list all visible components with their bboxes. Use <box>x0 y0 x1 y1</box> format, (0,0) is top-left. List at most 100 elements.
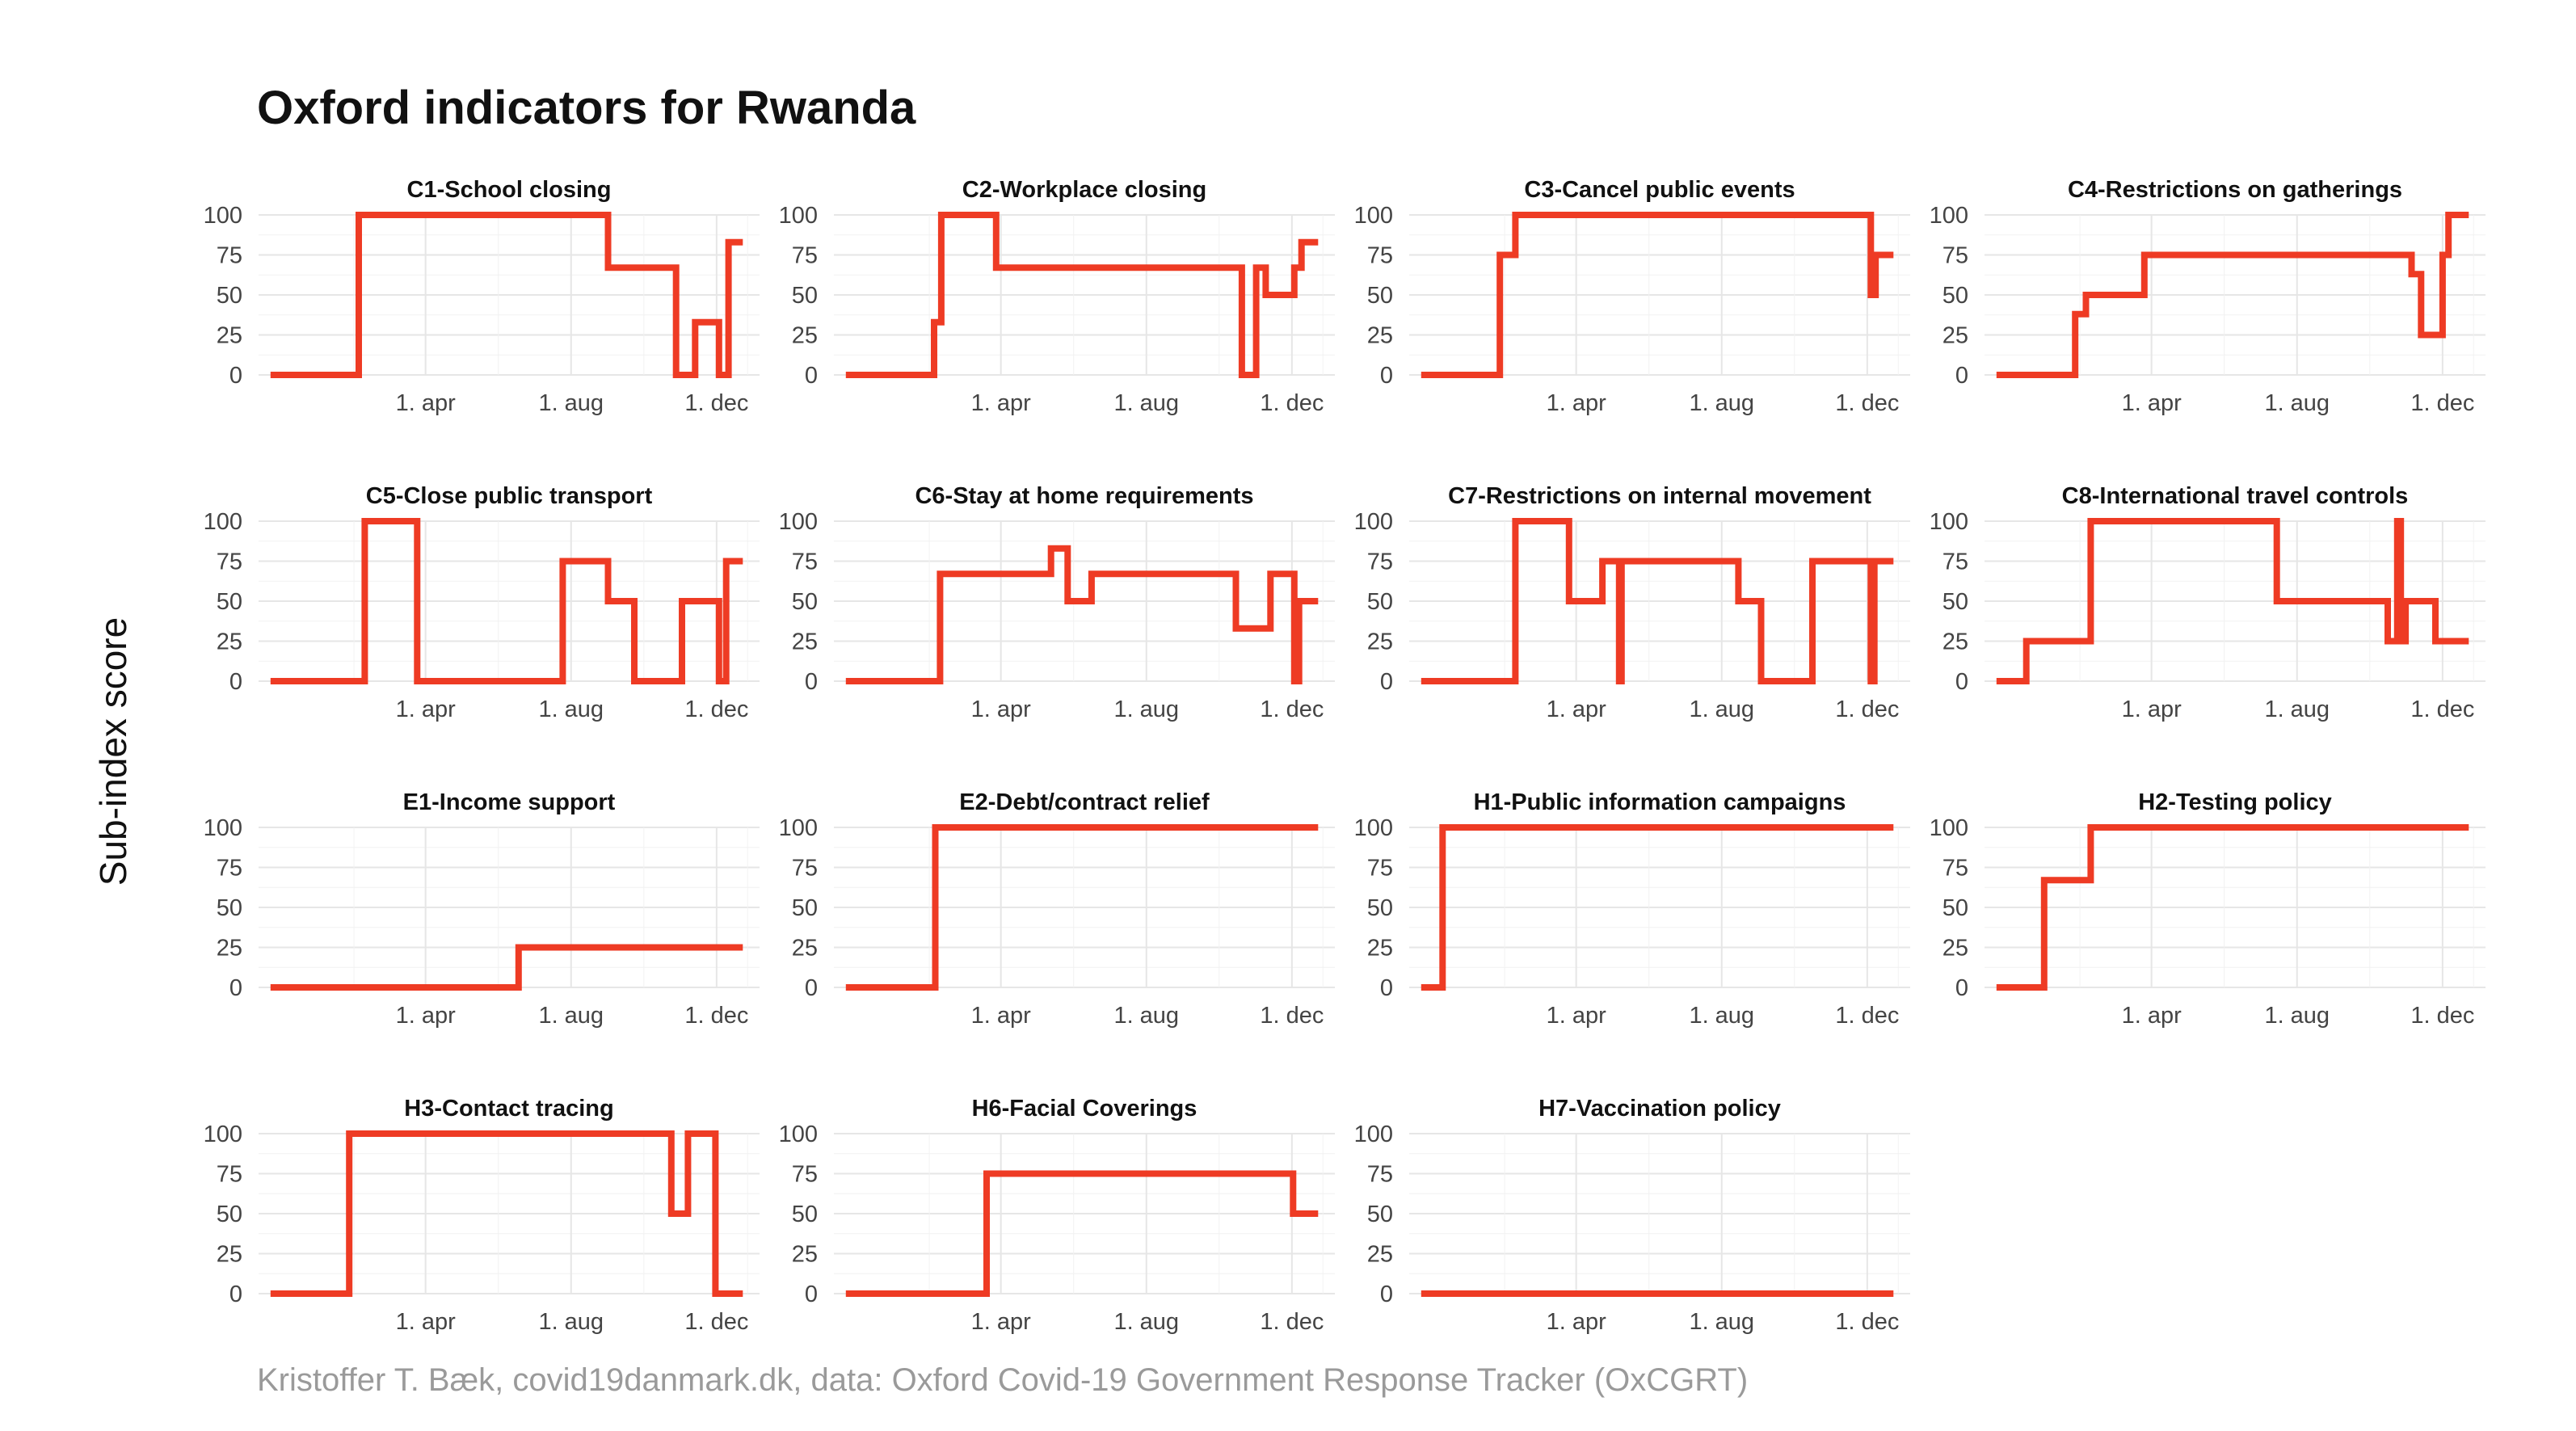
y-tick-label: 0 <box>805 975 818 1001</box>
y-tick-label: 0 <box>229 975 242 1001</box>
x-tick-label: 1. apr <box>971 390 1031 416</box>
series-line <box>270 1130 743 1297</box>
y-tick-label: 75 <box>1367 1162 1393 1188</box>
series-line <box>1996 824 2469 991</box>
y-tick-label: 75 <box>792 1162 818 1188</box>
facet-c3-cancel-public-events: C3-Cancel public events 0 25 50 75 100 1. apr 1… <box>1354 177 1910 416</box>
y-tick-label: 25 <box>1943 629 1968 655</box>
series-line <box>1421 212 1894 378</box>
y-tick-label: 75 <box>1367 549 1393 575</box>
y-tick-label: 50 <box>792 589 818 615</box>
facet-title: C3-Cancel public events <box>1524 177 1795 203</box>
y-tick-label: 100 <box>204 1122 242 1147</box>
x-tick-label: 1. apr <box>1547 1309 1606 1335</box>
series-line <box>270 212 743 378</box>
x-tick-label: 1. aug <box>1113 697 1179 722</box>
x-tick-label: 1. dec <box>2410 697 2474 722</box>
x-tick-label: 1. apr <box>971 1003 1031 1029</box>
facet-title: E2-Debt/contract relief <box>959 789 1210 815</box>
x-tick-label: 1. apr <box>971 697 1031 722</box>
x-tick-label: 1. dec <box>684 1309 748 1335</box>
facet-title: H2-Testing policy <box>2138 789 2332 815</box>
x-tick-label: 1. aug <box>2264 697 2330 722</box>
y-tick-label: 25 <box>1367 1242 1393 1268</box>
facet-title: C4-Restrictions on gatherings <box>2068 177 2402 203</box>
y-tick-label: 25 <box>217 1242 242 1268</box>
y-tick-label: 50 <box>217 895 242 921</box>
facet-h7-vaccination-policy: H7-Vaccination policy 0 25 50 75 100 1. apr 1. … <box>1354 1096 1910 1335</box>
facet-c6-stay-at-home-requirements: C6-Stay at home requirements 0 25 50 75 100 1.… <box>779 483 1335 722</box>
y-tick-label: 25 <box>1367 629 1393 655</box>
x-tick-label: 1. apr <box>971 1309 1031 1335</box>
y-tick-label: 25 <box>792 629 818 655</box>
y-tick-label: 25 <box>1943 323 1968 349</box>
x-tick-label: 1. dec <box>2410 390 2474 416</box>
y-tick-label: 25 <box>792 1242 818 1268</box>
y-tick-label: 100 <box>1354 203 1393 229</box>
y-tick-label: 0 <box>805 363 818 389</box>
y-tick-label: 100 <box>1354 815 1393 841</box>
x-tick-label: 1. dec <box>1835 1003 1899 1029</box>
y-tick-label: 0 <box>1955 975 1968 1001</box>
y-tick-label: 25 <box>217 323 242 349</box>
series-line <box>270 518 743 684</box>
series-line <box>1996 212 2469 378</box>
y-tick-label: 100 <box>779 815 818 841</box>
y-tick-label: 25 <box>217 629 242 655</box>
y-tick-label: 75 <box>217 243 242 269</box>
series-line <box>1421 518 1894 684</box>
x-tick-label: 1. apr <box>1547 390 1606 416</box>
y-tick-label: 50 <box>1367 283 1393 309</box>
y-tick-label: 75 <box>217 549 242 575</box>
y-tick-label: 100 <box>779 203 818 229</box>
y-tick-label: 25 <box>792 936 818 962</box>
y-tick-label: 0 <box>1955 363 1968 389</box>
y-tick-label: 0 <box>1380 363 1393 389</box>
series-line <box>845 824 1319 991</box>
facet-title: C6-Stay at home requirements <box>915 483 1253 509</box>
facet-c7-restrictions-on-internal-movement: C7-Restrictions on internal movement 0 25 5… <box>1354 483 1910 722</box>
y-tick-label: 0 <box>229 1282 242 1307</box>
y-tick-label: 100 <box>779 509 818 535</box>
y-tick-label: 50 <box>1367 1202 1393 1227</box>
y-tick-label: 0 <box>229 363 242 389</box>
facet-title: H6-Facial Coverings <box>972 1096 1198 1122</box>
y-tick-label: 100 <box>204 203 242 229</box>
x-tick-label: 1. apr <box>396 697 456 722</box>
y-tick-label: 25 <box>1943 936 1968 962</box>
y-tick-label: 75 <box>1943 549 1968 575</box>
series-line <box>1996 518 2469 684</box>
y-tick-label: 100 <box>1930 203 1968 229</box>
y-tick-label: 0 <box>805 669 818 695</box>
facet-h3-contact-tracing: H3-Contact tracing 0 25 50 75 100 1. apr 1. aug… <box>204 1096 760 1335</box>
y-tick-label: 50 <box>1367 589 1393 615</box>
y-tick-label: 50 <box>1943 589 1968 615</box>
y-tick-label: 50 <box>1367 895 1393 921</box>
y-tick-label: 0 <box>1955 669 1968 695</box>
x-tick-label: 1. apr <box>396 390 456 416</box>
x-tick-label: 1. dec <box>1835 1309 1899 1335</box>
y-tick-label: 50 <box>792 283 818 309</box>
facet-title: C1-School closing <box>407 177 612 203</box>
y-tick-label: 50 <box>1943 283 1968 309</box>
series-line <box>270 944 743 991</box>
x-tick-label: 1. apr <box>1547 1003 1606 1029</box>
y-tick-label: 100 <box>1930 815 1968 841</box>
x-tick-label: 1. apr <box>2122 697 2182 722</box>
y-tick-label: 25 <box>1367 936 1393 962</box>
y-tick-label: 75 <box>217 1162 242 1188</box>
y-tick-label: 100 <box>779 1122 818 1147</box>
y-tick-label: 100 <box>1930 509 1968 535</box>
x-tick-label: 1. apr <box>2122 390 2182 416</box>
y-tick-label: 25 <box>792 323 818 349</box>
facet-c8-international-travel-controls: C8-International travel controls 0 25 50 75 1… <box>1930 483 2486 722</box>
x-tick-label: 1. aug <box>1689 1309 1754 1335</box>
x-tick-label: 1. apr <box>396 1003 456 1029</box>
x-tick-label: 1. dec <box>1260 1309 1324 1335</box>
x-tick-label: 1. dec <box>684 1003 748 1029</box>
y-tick-label: 75 <box>792 856 818 882</box>
x-tick-label: 1. aug <box>1689 390 1754 416</box>
x-tick-label: 1. dec <box>1260 390 1324 416</box>
y-tick-label: 0 <box>1380 669 1393 695</box>
